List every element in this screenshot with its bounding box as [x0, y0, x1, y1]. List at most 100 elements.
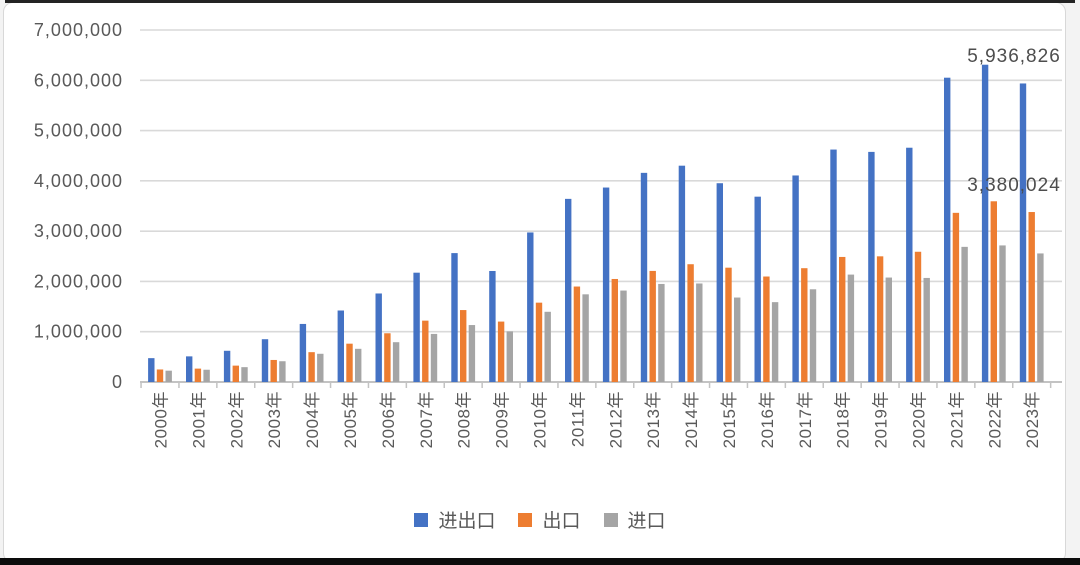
x-axis-category-label: 2007年 — [417, 391, 436, 448]
bar-进口-2007年 — [430, 333, 438, 382]
bar-出口-2002年 — [232, 365, 239, 382]
x-axis-category-label: 2002年 — [227, 391, 246, 448]
bar-进出口-2001年 — [186, 356, 193, 382]
bar-出口-2023年 — [1028, 212, 1035, 382]
chart-legend: 进出口 出口 进口 — [0, 506, 1080, 533]
bar-进出口-2002年 — [223, 350, 231, 382]
x-axis-category-label: 2000年 — [152, 391, 171, 448]
bar-进口-2011年 — [582, 294, 589, 382]
bar-进口-2016年 — [771, 302, 779, 382]
x-axis-category-label: 2021年 — [947, 391, 966, 448]
bar-出口-2019年 — [876, 256, 884, 382]
legend-item-进口: 进口 — [603, 506, 666, 533]
bar-进出口-2013年 — [640, 172, 648, 382]
x-axis-category-label: 2022年 — [985, 391, 1004, 448]
bar-进口-2003年 — [279, 361, 286, 382]
legend-item-出口: 出口 — [518, 506, 581, 533]
y-axis-tick-label: 0 — [112, 372, 123, 392]
bar-出口-2005年 — [346, 343, 353, 382]
bar-进口-2005年 — [355, 348, 362, 382]
x-axis-category-label: 2008年 — [455, 391, 474, 448]
bar-进口-2018年 — [847, 274, 855, 382]
bar-进出口-2022年 — [981, 64, 989, 383]
bar-出口-2017年 — [801, 268, 808, 382]
data-label-进出口-2023年: 5,936,826 — [967, 46, 1061, 67]
bar-出口-2014年 — [687, 264, 694, 382]
x-axis-category-label: 2016年 — [758, 391, 777, 448]
bar-出口-2013年 — [649, 270, 656, 382]
bar-进口-2023年 — [1037, 253, 1044, 382]
bar-出口-2012年 — [611, 278, 618, 382]
bar-出口-2004年 — [308, 352, 315, 382]
bar-进口-2001年 — [203, 369, 210, 382]
bar-进出口-2003年 — [261, 339, 269, 382]
bar-出口-2022年 — [990, 201, 997, 382]
bar-进出口-2018年 — [830, 149, 837, 382]
bar-出口-2021年 — [952, 212, 960, 382]
y-axis-tick-label: 3,000,000 — [34, 221, 123, 241]
bar-出口-2007年 — [422, 320, 429, 382]
bar-进口-2000年 — [165, 370, 172, 382]
x-axis-category-label: 2018年 — [834, 391, 853, 448]
x-axis-category-label: 2012年 — [606, 391, 625, 448]
bar-进出口-2010年 — [527, 232, 534, 382]
screenshot-bottom-border — [0, 558, 1080, 565]
bar-进出口-2017年 — [792, 175, 799, 382]
bar-进出口-2023年 — [1019, 83, 1027, 383]
legend-swatch-icon — [414, 512, 429, 527]
bar-进出口-2014年 — [678, 165, 686, 382]
bar-进口-2021年 — [961, 246, 968, 382]
data-label-出口-2023年: 3,380,024 — [967, 175, 1061, 196]
y-axis-tick-label: 4,000,000 — [34, 171, 123, 191]
bar-进出口-2000年 — [148, 358, 155, 382]
bar-进口-2017年 — [809, 289, 817, 382]
bar-进口-2020年 — [923, 277, 930, 382]
legend-label: 出口 — [542, 511, 581, 532]
x-axis-category-label: 2020年 — [910, 391, 929, 448]
bar-进出口-2006年 — [375, 293, 382, 382]
bar-进口-2002年 — [241, 367, 248, 382]
bar-出口-2011年 — [573, 286, 581, 382]
bar-出口-2010年 — [535, 302, 543, 382]
y-axis-tick-label: 1,000,000 — [34, 322, 123, 342]
bar-进出口-2012年 — [602, 187, 610, 382]
bar-进出口-2020年 — [906, 147, 913, 382]
bar-进口-2013年 — [658, 283, 665, 382]
legend-swatch-icon — [603, 512, 618, 527]
bar-进口-2008年 — [468, 325, 476, 382]
bar-进口-2012年 — [620, 290, 627, 382]
x-axis-category-label: 2011年 — [568, 391, 587, 447]
x-axis-category-label: 2005年 — [341, 391, 360, 448]
legend-label: 进口 — [627, 511, 666, 532]
bar-进出口-2011年 — [565, 198, 572, 382]
x-axis-category-label: 2003年 — [265, 391, 284, 448]
y-axis-tick-label: 6,000,000 — [34, 70, 123, 90]
bar-进出口-2008年 — [451, 253, 458, 382]
bar-进口-2015年 — [734, 297, 741, 382]
bar-进出口-2021年 — [944, 77, 951, 382]
bar-进口-2009年 — [506, 331, 513, 382]
x-axis-category-label: 2001年 — [189, 391, 208, 448]
bar-进出口-2016年 — [754, 196, 761, 382]
bar-进出口-2005年 — [337, 310, 344, 382]
bar-出口-2020年 — [914, 251, 922, 382]
bar-出口-2008年 — [460, 310, 467, 382]
bar-出口-2001年 — [194, 368, 202, 382]
bar-出口-2016年 — [763, 276, 770, 382]
bar-进口-2019年 — [885, 277, 892, 382]
bar-出口-2006年 — [384, 333, 391, 382]
legend-item-进出口: 进出口 — [414, 506, 495, 533]
bar-进出口-2007年 — [413, 272, 420, 382]
y-axis-tick-label: 2,000,000 — [34, 271, 123, 291]
bar-进口-2004年 — [317, 353, 324, 382]
x-axis-category-label: 2014年 — [682, 391, 701, 448]
bar-进出口-2004年 — [299, 323, 307, 382]
x-axis-category-label: 2009年 — [493, 391, 512, 448]
x-axis-category-label: 2010年 — [531, 391, 550, 448]
y-axis-tick-label: 5,000,000 — [34, 121, 123, 141]
bar-出口-2018年 — [839, 256, 846, 382]
bar-出口-2003年 — [270, 359, 277, 382]
bar-进口-2010年 — [544, 311, 551, 382]
bar-进出口-2019年 — [868, 151, 875, 382]
